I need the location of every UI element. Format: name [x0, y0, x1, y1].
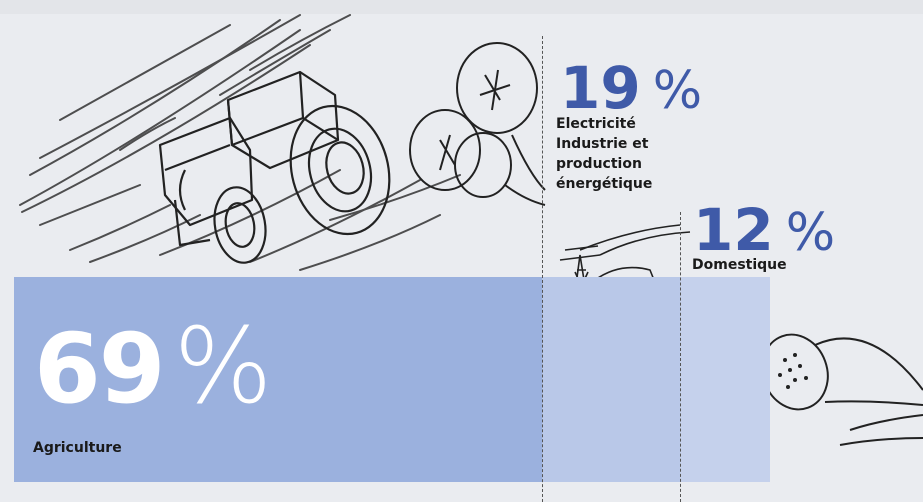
top-band: [0, 0, 923, 14]
value-number: 69: [34, 313, 166, 425]
field-lines-sketch: [19, 14, 461, 271]
tractor-sketch: [158, 70, 391, 264]
bar-electricite: [542, 277, 680, 482]
separator-line: [542, 36, 543, 502]
percent-sign: %: [173, 305, 273, 427]
category-label-electricite: Electricité Industrie et production éner…: [556, 114, 686, 194]
category-label-line: production: [556, 156, 642, 172]
value-label-agriculture: 69%: [34, 305, 272, 427]
category-label-line: Industrie et: [556, 136, 649, 152]
category-label-domestique: Domestique: [692, 257, 787, 273]
trees-sketch: [409, 42, 546, 206]
percent-sign: %: [785, 203, 836, 263]
separator-line: [680, 212, 681, 502]
bar-agriculture: [14, 277, 542, 482]
value-label-electricite: 19%: [560, 54, 702, 122]
bar-domestique: [680, 277, 770, 482]
category-label-line: Electricité: [556, 116, 636, 132]
value-number: 12: [693, 196, 774, 264]
value-number: 19: [560, 54, 641, 122]
value-label-domestique: 12%: [693, 196, 835, 264]
percent-sign: %: [652, 61, 703, 121]
category-label-line: énergétique: [556, 176, 653, 192]
category-label-agriculture: Agriculture: [33, 440, 122, 456]
